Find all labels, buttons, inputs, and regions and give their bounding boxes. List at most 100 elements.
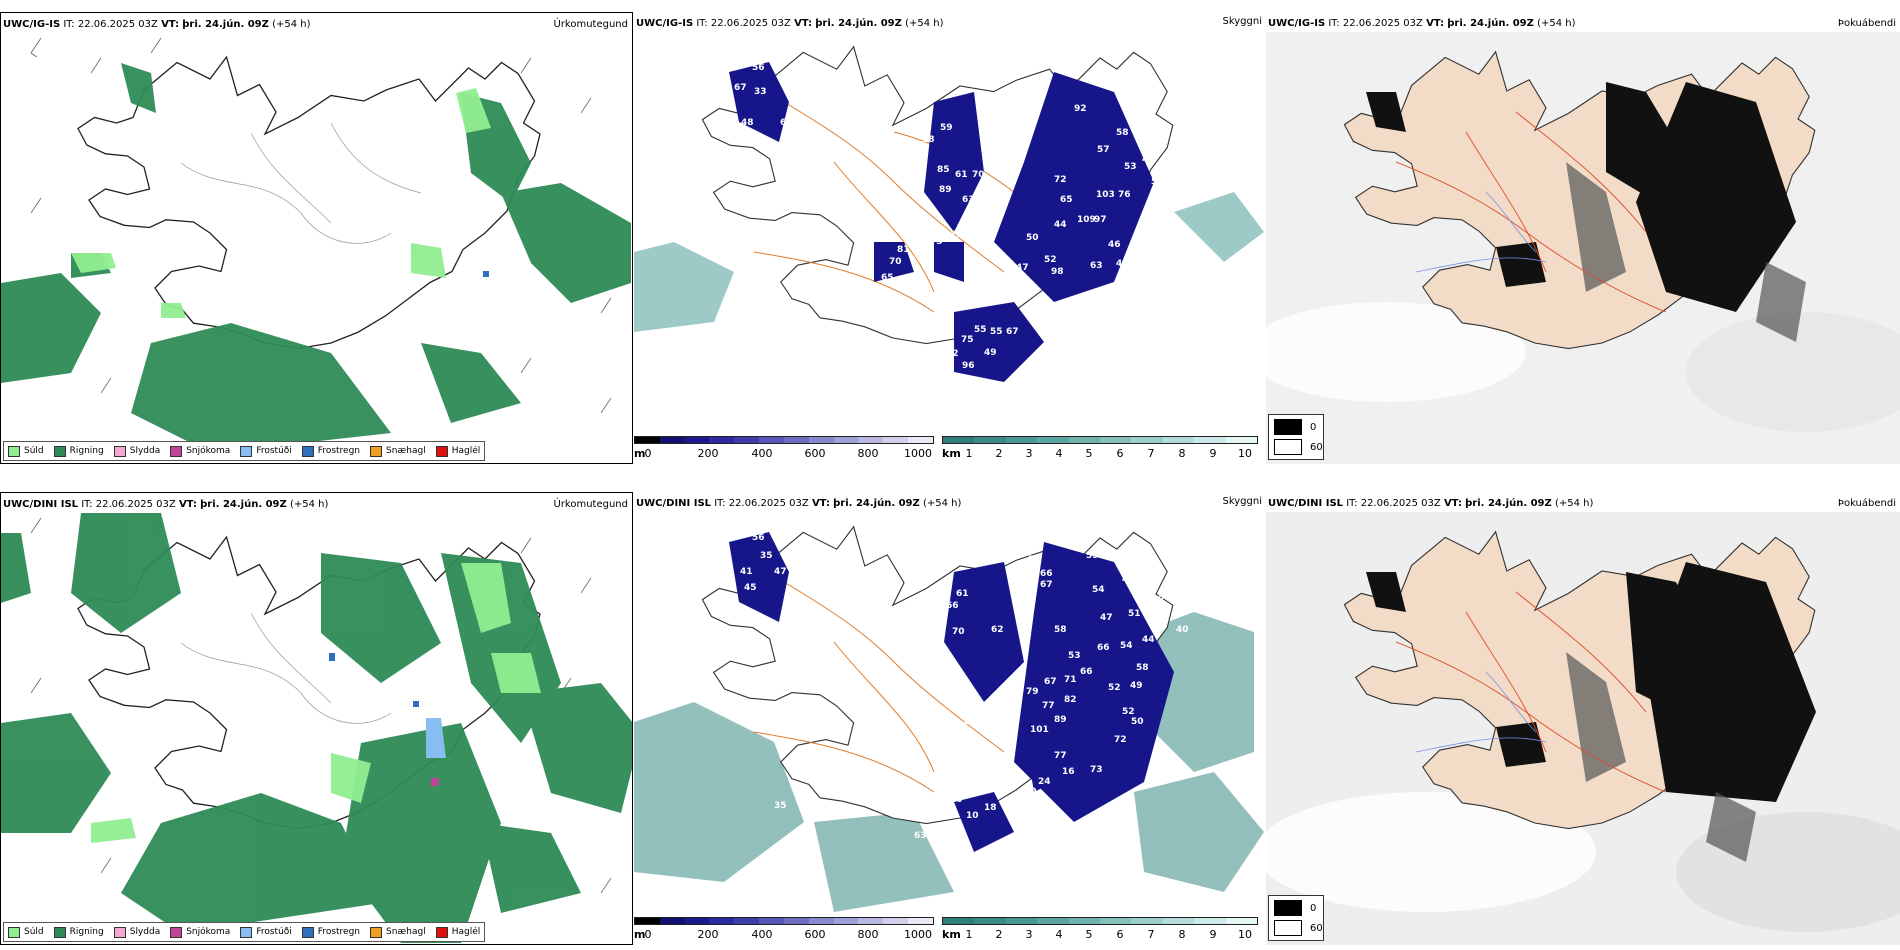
colorbar-tick: 4 [1055,928,1063,941]
cloudbase-bar [634,436,934,444]
panel-header: UWC/IG-IS IT: 22.06.2025 03Z VT: þri. 24… [1268,18,1576,29]
bar-segment [1005,918,1038,924]
colorbar-tick: 8 [1178,447,1186,460]
visibility-areas [634,192,1264,332]
cloud-label: 85 [937,165,950,175]
cloudbase-map-bottom: 56 35 41 45 47 57 59 66 67 64 61 66 70 6… [634,526,1264,912]
bar-segment [833,437,859,443]
cloud-label: 97 [1094,215,1107,225]
fog-index-panel-bottom: UWC/DINI ISL IT: 22.06.2025 03Z VT: þri.… [1266,492,1900,945]
colorbar-tick: 4 [1055,447,1063,460]
bar-segment [684,918,710,924]
legend-swatch [435,926,448,938]
visibility-title: Skyggni [1222,496,1262,507]
legend-item-snaehagl: Snæhagl [370,926,426,938]
cloud-label: 47 [774,567,787,577]
colorbar-tick: 7 [1147,928,1155,941]
cloud-label: 98 [1051,267,1064,277]
cloud-label: 63 [962,195,975,205]
legend-item-haglel: Haglél [435,926,480,938]
cloud-label: 71 [769,345,782,355]
colorbar-tick: 1 [965,928,973,941]
cloud-label: 82 [946,349,959,359]
cloud-label: 47 [1016,263,1029,273]
cloud-label: 63 [924,383,937,393]
cloud-label: 31 [704,245,717,255]
cloud-label: 60 [939,389,952,399]
precip-type-title: Úrkomutegund [553,19,628,30]
colorbar-tick: 3 [1025,447,1033,460]
colorbar-tick: 9 [1209,928,1217,941]
bar-segment [858,918,884,924]
snow-areas [431,778,439,786]
cloud-label: 72 [1054,175,1067,185]
cloud-label: 65 [1060,195,1073,205]
cloud-label: 52 [1044,255,1057,265]
bar-segment [808,437,834,443]
cloud-label: 55 [1146,215,1159,225]
legend-swatch [53,445,66,457]
legend-swatch [1274,439,1302,455]
cloud-label: 10 [1024,787,1037,797]
cloud-label: 59 [934,835,947,845]
cloud-label: 104 [914,250,933,260]
legend-item-snjokoma: Snjókoma [170,926,230,938]
cloud-label: 60 [1161,223,1174,233]
legend-item-frostudi: Frostúði [240,445,292,457]
bar-segment [1100,437,1132,443]
colorbar-tick: 200 [697,447,719,460]
precip-type-panel-top: UWC/IG-IS IT: 22.06.2025 03Z VT: þri. 24… [0,12,633,464]
bar-segment [1194,918,1226,924]
bar-segment [635,437,660,443]
cloud-label: 65 [780,118,793,128]
cloud-label: 40 [1176,625,1189,635]
bar-segment [783,918,809,924]
colorbar-tick: 600 [804,928,826,941]
cloud-label: 52 [1152,595,1165,605]
cloud-label: 70 [952,627,965,637]
legend-swatch [1274,419,1302,435]
cloud-label: 47 [1100,613,1113,623]
cloud-label: 54 [1206,175,1219,185]
colorbar-tick: 600 [804,447,826,460]
legend-swatch [240,445,253,457]
fog-index-title: Þokuábendi [1837,498,1896,509]
cloud-label: 54 [1120,641,1133,651]
cloud-label: 63 [1090,261,1103,271]
cloud-label: 50 [1131,717,1144,727]
panel-header: UWC/DINI ISL IT: 22.06.2025 03Z VT: þri.… [636,498,962,509]
cloud-label: 50 [1026,233,1039,243]
legend-item-sudl: Súld [8,926,44,938]
cloud-label: 39 [1176,605,1189,615]
fog-legend-item-0: 0 [1274,419,1316,435]
visibility-colorbar: km 1 2 3 4 5 6 7 8 9 10 [942,436,1258,462]
cloud-label: 10 [966,811,979,821]
colorbar-unit: m [634,928,646,941]
panel-header: UWC/IG-IS IT: 22.06.2025 03Z VT: þri. 24… [636,18,944,29]
fog-dark-areas [1366,82,1796,312]
cloud-label: 62 [1194,164,1207,174]
cloud-label: 67 [1044,677,1057,687]
cloud-label: 103 [1096,190,1115,200]
bar-segment [659,918,685,924]
bar-segment [908,918,933,924]
legend-item-sudl: Súld [8,445,44,457]
colorbar-tick: 2 [995,447,1003,460]
cloud-label: 92 [1074,104,1087,114]
cloud-label: 35 [760,551,773,561]
bar-segment [759,437,784,443]
cloud-label: 56 [752,533,765,543]
fog-index-title: Þokuábendi [1837,18,1896,29]
bar-segment [1037,918,1069,924]
freezing-rain-areas [483,271,489,277]
bar-segment [808,918,834,924]
cloud-label: 106 [948,731,967,741]
fog-legend-item-60: 60 [1274,920,1323,936]
colorbar-tick: 6 [1116,928,1124,941]
cloud-label: 73 [930,237,943,247]
fog-legend: 0 60 [1268,414,1324,460]
bar-segment [684,437,710,443]
colorbar-tick: 3 [1025,928,1033,941]
cloud-label: 58 [1136,663,1149,673]
bar-segment [759,918,784,924]
